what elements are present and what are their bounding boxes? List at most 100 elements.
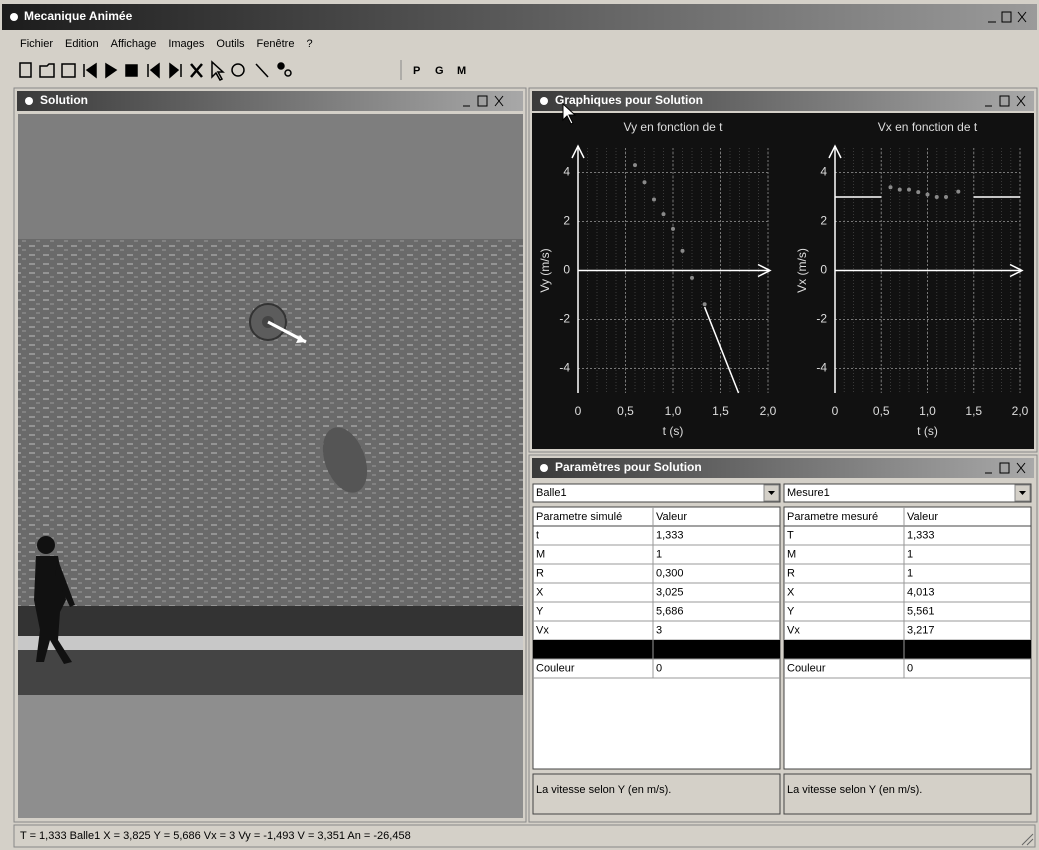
stop-icon[interactable]: [126, 65, 137, 76]
cell[interactable]: 5,561: [907, 605, 935, 617]
toolbar-button[interactable]: M: [457, 65, 466, 77]
cell[interactable]: Vx: [787, 624, 800, 636]
y-tick-label: -4: [816, 361, 827, 375]
x-tick-label: 0,5: [617, 404, 634, 418]
cell[interactable]: 1,333: [907, 529, 935, 541]
column-header: Parametre simulé: [536, 511, 622, 523]
cell[interactable]: 3: [656, 624, 662, 636]
table: [784, 507, 1031, 769]
y-tick-label: -2: [559, 312, 570, 326]
graphs-area: [532, 113, 1034, 449]
menu-item[interactable]: Fenêtre: [257, 38, 295, 50]
points-icon[interactable]: [278, 63, 284, 69]
graphs-title: Graphiques pour Solution: [555, 93, 703, 107]
data-point: [643, 180, 647, 184]
cell[interactable]: 1: [907, 567, 913, 579]
data-point: [652, 197, 656, 201]
cell[interactable]: X: [787, 586, 795, 598]
cell[interactable]: Couleur: [787, 662, 826, 674]
cell[interactable]: t: [536, 529, 539, 541]
data-point: [956, 190, 960, 194]
data-point: [671, 227, 675, 231]
menu-item[interactable]: Fichier: [20, 38, 53, 50]
cell[interactable]: 0,300: [656, 567, 684, 579]
cell[interactable]: Vx: [536, 624, 549, 636]
x-tick-label: 0: [832, 404, 839, 418]
cell[interactable]: 0: [907, 662, 913, 674]
data-point: [690, 276, 694, 280]
cell[interactable]: R: [787, 567, 795, 579]
y-axis-label: Vy (m/s): [538, 248, 552, 292]
data-point: [898, 188, 902, 192]
y-axis-label: Vx (m/s): [795, 248, 809, 293]
cell[interactable]: M: [787, 548, 796, 560]
x-axis-label: t (s): [663, 424, 684, 438]
column-header: Parametre mesuré: [787, 511, 878, 523]
cell[interactable]: R: [536, 567, 544, 579]
dropdown-value[interactable]: Balle1: [536, 487, 567, 499]
x-tick-label: 2,0: [760, 404, 777, 418]
menu-item[interactable]: Images: [168, 38, 205, 50]
window-icon: [25, 97, 33, 105]
app-icon: [10, 13, 18, 21]
cell[interactable]: 1,333: [656, 529, 684, 541]
window-icon: [540, 464, 548, 472]
column-header: Valeur: [907, 511, 938, 523]
graph-title: Vx en fonction de t: [878, 120, 978, 134]
video-frame: [18, 114, 523, 818]
cell[interactable]: Y: [536, 605, 544, 617]
data-point: [944, 195, 948, 199]
cell[interactable]: -1,378: [907, 643, 938, 655]
data-point: [907, 188, 911, 192]
x-tick-label: 0: [575, 404, 582, 418]
title-bar: [2, 4, 1037, 30]
cell[interactable]: -1,493: [656, 643, 687, 655]
menu-item[interactable]: ?: [306, 38, 312, 50]
description: La vitesse selon Y (en m/s).: [787, 784, 922, 796]
graph-title: Vy en fonction de t: [624, 120, 724, 134]
cell[interactable]: 3,025: [656, 586, 684, 598]
status-text: T = 1,333 Balle1 X = 3,825 Y = 5,686 Vx …: [20, 830, 411, 842]
data-point: [889, 185, 893, 189]
cell[interactable]: Y: [787, 605, 795, 617]
data-point: [703, 302, 707, 306]
y-tick-label: 0: [820, 263, 827, 277]
solution-title-bar: [17, 91, 523, 111]
y-tick-label: 0: [563, 263, 570, 277]
y-tick-label: 2: [820, 214, 827, 228]
toolbar-button[interactable]: G: [435, 65, 444, 77]
data-point: [633, 163, 637, 167]
cell[interactable]: 3,217: [907, 624, 935, 636]
cell[interactable]: Vy: [787, 643, 800, 655]
cell[interactable]: Couleur: [536, 662, 575, 674]
cell[interactable]: X: [536, 586, 544, 598]
cell[interactable]: 1: [907, 548, 913, 560]
menu-item[interactable]: Edition: [65, 38, 99, 50]
cell[interactable]: T: [787, 529, 794, 541]
x-tick-label: 0,5: [873, 404, 890, 418]
cell[interactable]: M: [536, 548, 545, 560]
app-window: Mecanique Animée FichierEditionAffichage…: [0, 0, 1039, 850]
data-point: [681, 249, 685, 253]
cell[interactable]: 4,013: [907, 586, 935, 598]
cell[interactable]: Vy: [536, 643, 549, 655]
cell[interactable]: 1: [656, 548, 662, 560]
data-point: [935, 195, 939, 199]
y-tick-label: 4: [820, 165, 827, 179]
menu-item[interactable]: Affichage: [111, 38, 157, 50]
y-tick-label: 4: [563, 165, 570, 179]
dropdown-value[interactable]: Mesure1: [787, 487, 830, 499]
x-tick-label: 2,0: [1012, 404, 1029, 418]
column-header: Valeur: [656, 511, 687, 523]
menu-item[interactable]: Outils: [216, 38, 245, 50]
window-icon: [540, 97, 548, 105]
params-title: Paramètres pour Solution: [555, 460, 702, 474]
cell[interactable]: 5,686: [656, 605, 684, 617]
data-point: [662, 212, 666, 216]
solution-title: Solution: [40, 93, 88, 107]
toolbar-button[interactable]: P: [413, 65, 420, 77]
dropdown[interactable]: [533, 484, 780, 502]
x-tick-label: 1,5: [965, 404, 982, 418]
description: La vitesse selon Y (en m/s).: [536, 784, 671, 796]
cell[interactable]: 0: [656, 662, 662, 674]
